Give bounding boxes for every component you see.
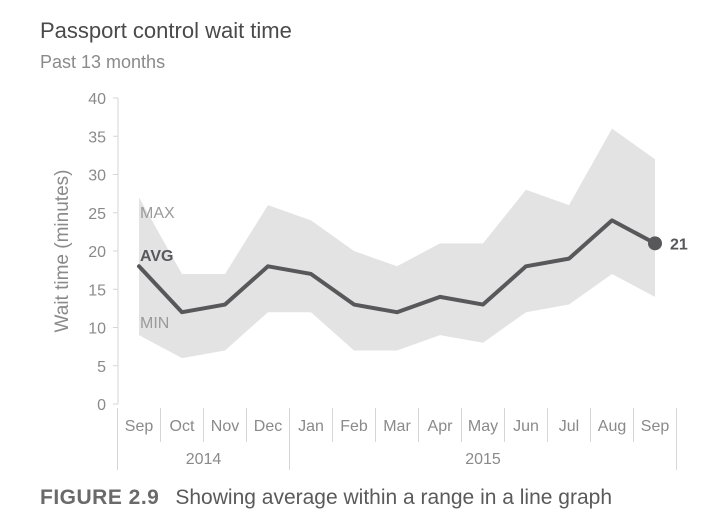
x-tick-label: Dec: [254, 418, 282, 435]
range-band-layer: [139, 128, 655, 359]
figure-caption: FIGURE 2.9 Showing average within a range…: [40, 486, 612, 510]
y-tick-label: 5: [97, 359, 106, 376]
y-tick-label: 35: [88, 129, 106, 146]
x-tick-label: Mar: [383, 418, 411, 435]
avg-line: [137, 218, 657, 315]
x-tick-label: Nov: [211, 418, 239, 435]
avg-end-label: 21: [670, 236, 688, 253]
y-tick-label: 20: [88, 244, 106, 261]
year-label: 2015: [465, 451, 501, 468]
range-band: [139, 128, 655, 359]
x-tick-label: May: [468, 418, 498, 435]
x-tick-label: Oct: [170, 418, 195, 435]
chart-title: Passport control wait time: [40, 18, 292, 43]
x-tick-label: Sep: [641, 418, 670, 435]
min-series-label: MIN: [140, 315, 169, 332]
x-tick-label: Sep: [125, 418, 154, 435]
chart-subtitle: Past 13 months: [40, 52, 166, 72]
x-tick-label: Apr: [428, 418, 454, 435]
y-tick-label: 25: [88, 206, 106, 223]
avg-line-layer: [137, 218, 662, 315]
y-tick-label: 30: [88, 168, 106, 185]
label-layer: 21 MAX AVG MIN: [140, 205, 688, 332]
figure-number: FIGURE 2.9: [40, 486, 160, 509]
x-tick-label: Jul: [559, 418, 579, 435]
axis-layer: 0 5 10 15 20 25 30 35 40 Wait time (minutes) Sep Oc…: [52, 91, 677, 470]
max-series-label: MAX: [140, 205, 175, 222]
x-tick-label: Aug: [598, 418, 626, 435]
x-tick-label: Jun: [513, 418, 539, 435]
line-chart: 0 5 10 15 20 25 30 35 40 Wait time (minutes) Sep Oc…: [52, 91, 688, 470]
avg-end-point: [648, 236, 662, 251]
year-label: 2014: [186, 451, 222, 468]
y-axis-title: Wait time (minutes): [52, 170, 73, 333]
y-tick-label: 10: [88, 321, 106, 338]
x-tick-label: Feb: [340, 418, 368, 435]
figure-caption-text: Showing average within a range in a line…: [175, 486, 612, 509]
y-tick-label: 40: [88, 91, 106, 108]
y-tick-label: 15: [88, 282, 106, 299]
avg-series-label: AVG: [140, 248, 173, 265]
x-tick-label: Jan: [298, 418, 324, 435]
y-tick-label: 0: [97, 397, 106, 414]
